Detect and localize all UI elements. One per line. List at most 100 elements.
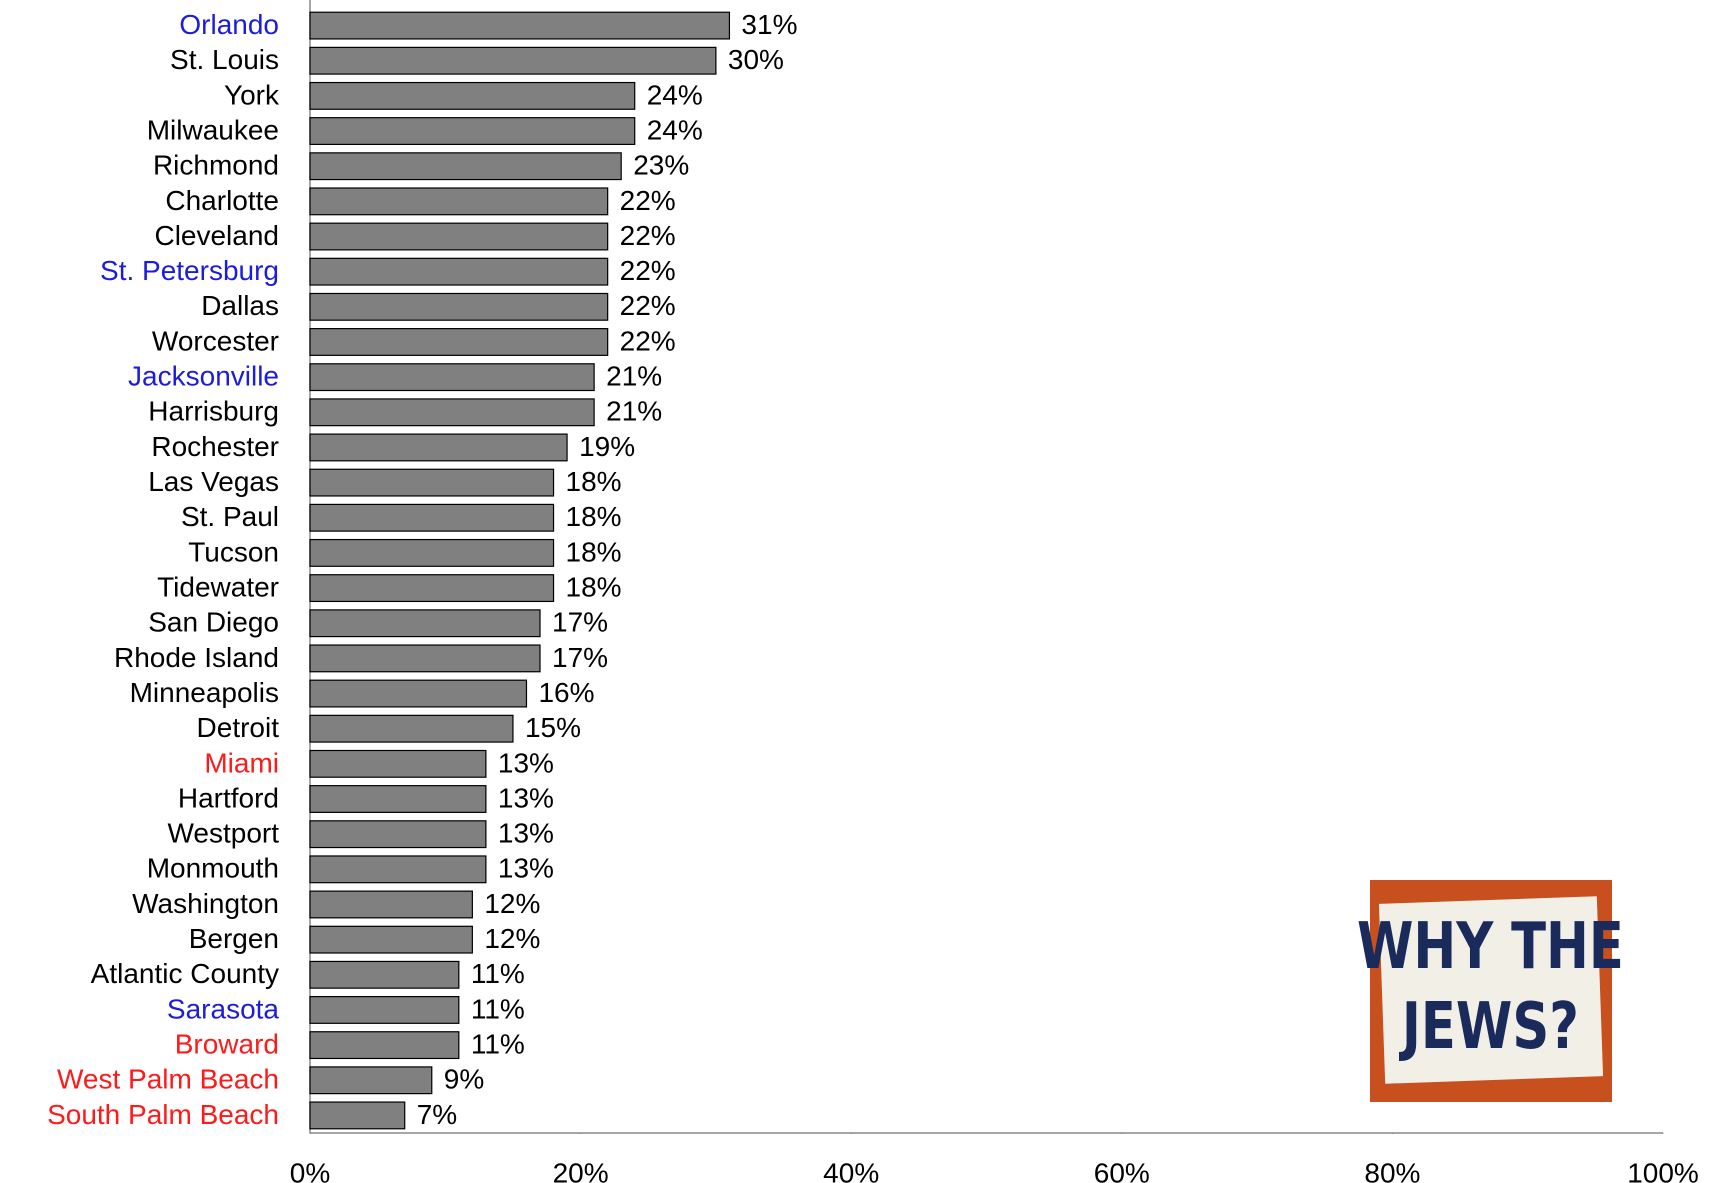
- y-tick-label: Rhode Island: [114, 642, 279, 673]
- y-tick-label: Tidewater: [157, 571, 279, 602]
- bar: [309, 925, 473, 954]
- bar: [309, 1066, 433, 1095]
- y-tick-label: Worcester: [152, 325, 279, 356]
- y-tick-label: Washington: [132, 888, 279, 919]
- y-tick-label: Cleveland: [154, 220, 279, 251]
- value-label: 23%: [633, 150, 689, 181]
- value-label: 11%: [471, 993, 525, 1024]
- y-tick-label: York: [224, 79, 280, 110]
- bar: [309, 46, 717, 75]
- value-label: 11%: [471, 1029, 525, 1060]
- bar: [309, 398, 595, 427]
- bar: [309, 187, 609, 216]
- bar: [309, 960, 460, 989]
- bar: [309, 292, 609, 321]
- bar: [309, 222, 609, 251]
- bar: [309, 257, 609, 286]
- value-label: 30%: [728, 44, 784, 75]
- value-label: 19%: [579, 431, 635, 462]
- bar: [309, 433, 568, 462]
- value-label: 21%: [606, 396, 662, 427]
- value-label: 24%: [647, 114, 703, 145]
- value-label: 17%: [552, 642, 608, 673]
- value-label: 18%: [566, 536, 622, 567]
- y-tick-label: Orlando: [179, 9, 279, 40]
- bar: [309, 468, 555, 497]
- value-label: 11%: [471, 958, 525, 989]
- y-tick-label: Harrisburg: [148, 396, 279, 427]
- bar: [309, 363, 595, 392]
- bar: [309, 749, 487, 778]
- x-tick-label: 0%: [290, 1157, 330, 1183]
- bar: [309, 11, 731, 40]
- bar: [309, 785, 487, 813]
- logo: WHY THE JEWS?: [1357, 880, 1624, 1102]
- y-tick-label: Bergen: [189, 923, 279, 954]
- y-tick-label: Tucson: [188, 536, 279, 567]
- value-label: 13%: [498, 747, 554, 778]
- y-tick-label: St. Louis: [170, 44, 279, 75]
- value-label: 24%: [647, 79, 703, 110]
- value-label: 22%: [620, 185, 676, 216]
- y-tick-label: Dallas: [201, 290, 279, 321]
- bar: [309, 503, 555, 532]
- x-tick-label: 80%: [1364, 1157, 1420, 1183]
- value-label: 31%: [741, 9, 797, 40]
- bar: [309, 609, 541, 638]
- y-tick-label: Hartford: [178, 782, 279, 813]
- bar: [309, 117, 636, 146]
- value-label: 22%: [620, 325, 676, 356]
- bar: [309, 328, 609, 356]
- y-tick-label: Miami: [204, 747, 279, 778]
- value-label: 12%: [484, 923, 540, 954]
- value-label: 16%: [538, 677, 594, 708]
- bar: [309, 995, 460, 1024]
- x-tick-label: 60%: [1094, 1157, 1150, 1183]
- x-tick-label: 100%: [1627, 1157, 1699, 1183]
- y-tick-label: St. Petersburg: [100, 255, 279, 286]
- value-label: 9%: [444, 1064, 484, 1095]
- x-tick-label: 20%: [553, 1157, 609, 1183]
- bar: [309, 820, 487, 849]
- value-label: 22%: [620, 255, 676, 286]
- bar: [309, 890, 473, 919]
- y-tick-label: San Diego: [148, 607, 279, 638]
- logo-text: JEWS?: [1398, 988, 1579, 1063]
- logo-text: WHY THE: [1357, 908, 1624, 983]
- bar: [309, 81, 636, 110]
- y-tick-label: Charlotte: [165, 185, 279, 216]
- bar: [309, 714, 514, 743]
- y-tick-label: Minneapolis: [130, 677, 279, 708]
- bar: [309, 1101, 406, 1130]
- value-label: 18%: [566, 571, 622, 602]
- y-tick-label: Monmouth: [147, 853, 279, 884]
- bar: [309, 679, 528, 708]
- value-label: 21%: [606, 361, 662, 392]
- bar: [309, 152, 622, 181]
- logo-paper: [1378, 896, 1604, 1084]
- value-label: 13%: [498, 818, 554, 849]
- x-tick-label: 40%: [823, 1157, 879, 1183]
- bar: [309, 538, 555, 567]
- y-tick-label: Sarasota: [167, 993, 279, 1024]
- y-tick-label: Broward: [175, 1029, 279, 1060]
- y-tick-label: Rochester: [151, 431, 279, 462]
- bar: [309, 574, 555, 603]
- value-label: 13%: [498, 853, 554, 884]
- value-label: 22%: [620, 290, 676, 321]
- value-label: 7%: [417, 1099, 457, 1130]
- y-tick-label: Milwaukee: [147, 114, 279, 145]
- value-label: 22%: [620, 220, 676, 251]
- value-label: 17%: [552, 607, 608, 638]
- value-label: 15%: [525, 712, 581, 743]
- y-tick-label: Richmond: [153, 150, 279, 181]
- bar: [309, 855, 487, 884]
- bar: [309, 1031, 460, 1060]
- y-tick-label: West Palm Beach: [57, 1064, 279, 1095]
- y-tick-label: St. Paul: [181, 501, 279, 532]
- value-label: 13%: [498, 782, 554, 813]
- value-label: 18%: [566, 501, 622, 532]
- value-label: 18%: [566, 466, 622, 497]
- bar: [309, 644, 541, 673]
